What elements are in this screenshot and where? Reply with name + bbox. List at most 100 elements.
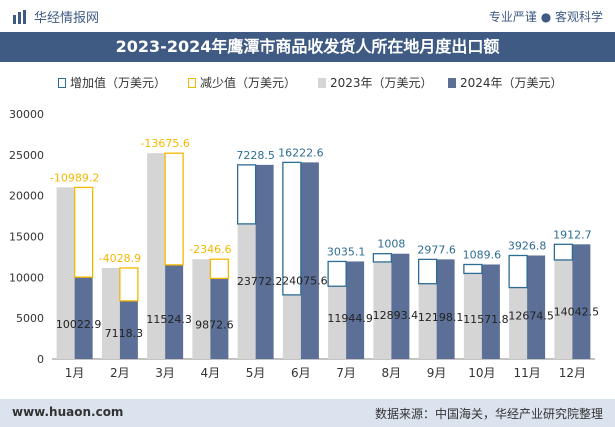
bar-2023 bbox=[328, 286, 347, 359]
x-tick-label: 11月 bbox=[513, 366, 540, 380]
legend-swatch-increase bbox=[58, 78, 66, 88]
decrease-box bbox=[73, 186, 94, 278]
logo-icon bbox=[13, 10, 26, 24]
bar-2023 bbox=[56, 187, 75, 359]
change-label: -2346.6 bbox=[189, 243, 231, 256]
legend-item-2024: 2024年（万美元） bbox=[448, 74, 563, 91]
bar-2024 bbox=[391, 253, 410, 359]
bar-2024 bbox=[300, 162, 319, 359]
y-tick-label: 0 bbox=[37, 353, 44, 366]
bar-2023 bbox=[509, 287, 528, 359]
top-bar: 华经情报网 专业严谨 ● 客观科学 bbox=[0, 0, 615, 32]
y-tick-label: 30000 bbox=[9, 108, 44, 121]
y-tick-label: 20000 bbox=[9, 190, 44, 203]
x-tick-label: 7月 bbox=[336, 366, 356, 380]
legend-swatch-2023 bbox=[318, 78, 326, 88]
bar-2024 bbox=[165, 264, 184, 359]
bar-2023 bbox=[554, 259, 573, 359]
website-link[interactable]: www.huaon.com bbox=[12, 405, 124, 419]
x-tick-label: 2月 bbox=[110, 366, 130, 380]
legend-item-decrease: 减少值（万美元） bbox=[188, 74, 296, 91]
value-label-2024: 11944.9 bbox=[327, 312, 373, 325]
increase-box bbox=[463, 263, 483, 275]
bar-2024 bbox=[436, 259, 455, 359]
change-label: 1912.7 bbox=[553, 228, 592, 241]
brand[interactable]: 华经情报网 bbox=[12, 7, 99, 26]
bar-2024 bbox=[210, 278, 229, 359]
bar-2024 bbox=[119, 300, 138, 359]
bar-2024 bbox=[527, 255, 546, 359]
value-label-2024: 10022.9 bbox=[56, 318, 102, 331]
change-label: 1089.6 bbox=[463, 248, 502, 261]
value-label-2024: 24075.6 bbox=[282, 274, 328, 287]
change-label: 16222.6 bbox=[278, 146, 324, 159]
decrease-box bbox=[119, 267, 139, 302]
value-label-2024: 23772.2 bbox=[237, 275, 283, 288]
legend: 增加值（万美元） 减少值（万美元） 2023年（万美元） 2024年（万美元） bbox=[20, 74, 610, 92]
tagline: 专业严谨 ● 客观科学 bbox=[488, 10, 603, 24]
bar-2023 bbox=[373, 261, 392, 359]
change-label: -13675.6 bbox=[140, 137, 189, 150]
source-note: 数据来源：中国海关，华经产业研究院整理 bbox=[374, 407, 603, 421]
value-label-2024: 12893.4 bbox=[373, 309, 419, 322]
x-tick-label: 12月 bbox=[559, 366, 586, 380]
legend-label-increase: 增加值（万美元） bbox=[70, 76, 167, 90]
value-label-2024: 12674.5 bbox=[508, 310, 554, 323]
x-tick-label: 10月 bbox=[468, 366, 495, 380]
x-tick-label: 4月 bbox=[201, 366, 221, 380]
legend-label-decrease: 减少值（万美元） bbox=[200, 76, 297, 90]
increase-box bbox=[236, 164, 257, 225]
bar-2023 bbox=[237, 223, 256, 359]
x-tick-label: 3月 bbox=[155, 366, 175, 380]
x-tick-label: 9月 bbox=[427, 366, 447, 380]
increase-box bbox=[327, 260, 347, 287]
chart-plot: 0 5000 10000 15000 20000 25000 30000 -10989.2 1… bbox=[9, 108, 600, 380]
value-label-2024: 14042.5 bbox=[554, 305, 600, 318]
value-label-2024: 11524.3 bbox=[146, 313, 192, 326]
chart-title: 2023-2024年鹰潭市商品收发货人所在地月度出口额 bbox=[115, 37, 500, 56]
increase-box bbox=[417, 258, 438, 285]
bar-2023 bbox=[192, 259, 211, 359]
legend-item-2023: 2023年（万美元） bbox=[318, 74, 433, 91]
legend-label-2023: 2023年（万美元） bbox=[330, 76, 433, 90]
bar-2024 bbox=[572, 244, 591, 359]
x-tick-label: 8月 bbox=[382, 366, 402, 380]
legend-swatch-2024 bbox=[448, 78, 456, 88]
change-label: 2977.6 bbox=[417, 243, 456, 256]
x-tick-label: 6月 bbox=[291, 366, 311, 380]
y-tick-label: 5000 bbox=[16, 312, 44, 325]
legend-item-increase: 增加值（万美元） bbox=[58, 74, 166, 91]
value-label-2024: 12198.1 bbox=[418, 311, 464, 324]
change-label: 7228.5 bbox=[236, 149, 275, 162]
change-label: 1008 bbox=[377, 238, 405, 251]
value-label-2024: 9872.6 bbox=[195, 318, 234, 331]
y-tick-label: 10000 bbox=[9, 271, 44, 284]
change-label: -10989.2 bbox=[50, 171, 99, 184]
bar-2023 bbox=[147, 153, 166, 359]
increase-box bbox=[553, 243, 574, 261]
bar-2024 bbox=[255, 164, 274, 359]
x-tick-label: 5月 bbox=[246, 366, 266, 380]
change-label: 3926.8 bbox=[508, 239, 547, 252]
legend-label-2024: 2024年（万美元） bbox=[460, 76, 563, 90]
value-label-2024: 7118.3 bbox=[105, 327, 144, 340]
decrease-box bbox=[209, 258, 230, 280]
change-label: -4028.9 bbox=[99, 252, 141, 265]
legend-swatch-decrease bbox=[188, 78, 196, 88]
increase-box bbox=[282, 161, 302, 296]
bar-2023 bbox=[418, 283, 437, 359]
footer-bar: www.huaon.com 数据来源：中国海关，华经产业研究院整理 bbox=[0, 399, 615, 427]
bar-2023 bbox=[101, 267, 120, 359]
bar-2024 bbox=[346, 261, 365, 359]
bar-2023 bbox=[282, 294, 301, 359]
brand-name: 华经情报网 bbox=[34, 11, 100, 26]
bar-2023 bbox=[463, 273, 482, 359]
title-bar: 2023-2024年鹰潭市商品收发货人所在地月度出口额 bbox=[0, 32, 615, 62]
y-tick-label: 25000 bbox=[9, 149, 44, 162]
bar-2024 bbox=[74, 277, 93, 359]
increase-box bbox=[372, 253, 393, 263]
increase-box bbox=[508, 254, 528, 289]
change-label: 3035.1 bbox=[327, 245, 366, 258]
y-tick-label: 15000 bbox=[9, 231, 44, 244]
x-tick-label: 1月 bbox=[65, 366, 85, 380]
